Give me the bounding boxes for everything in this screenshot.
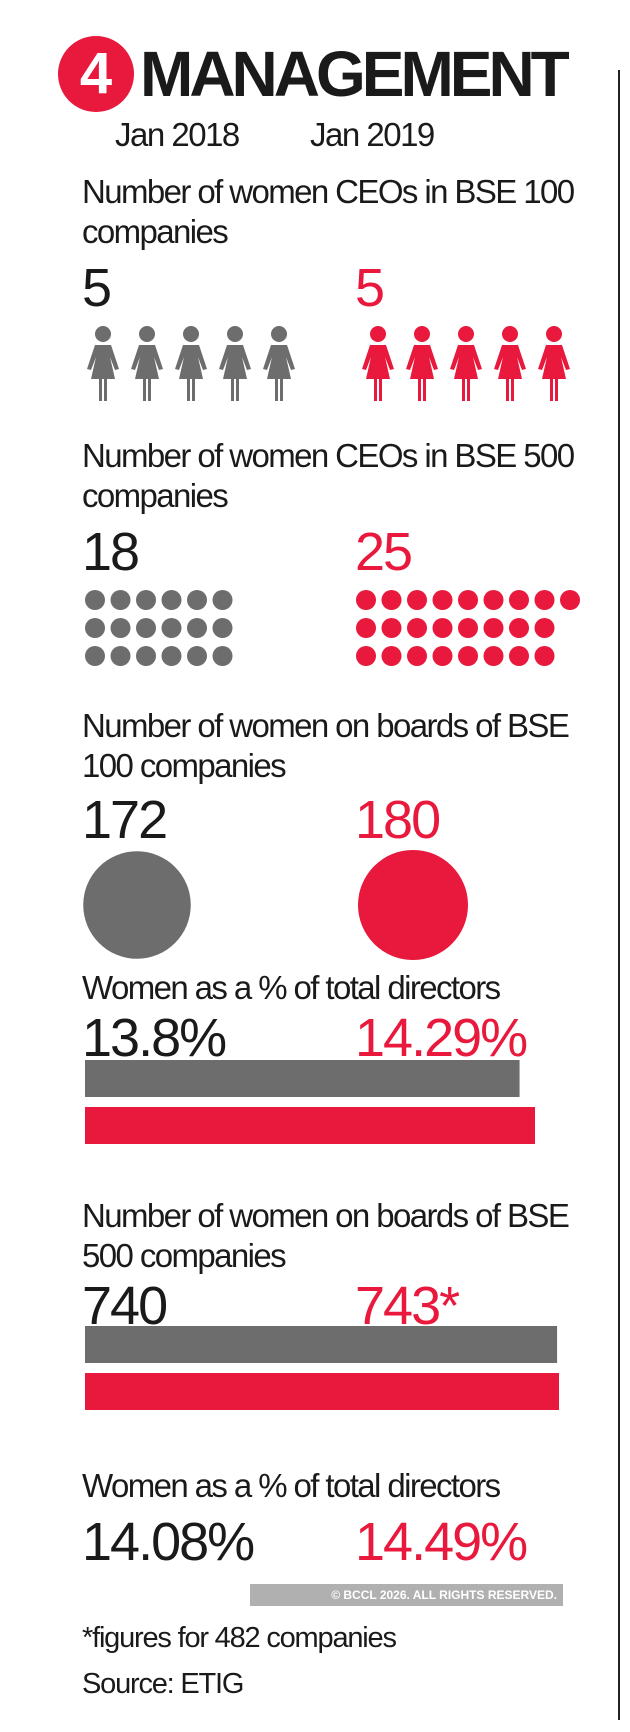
dot-mark [407,646,427,666]
heading-ceos-bse500: Number of women CEOs in BSE 500 companie… [82,437,575,514]
dot-mark [407,590,427,610]
bubble-mark [358,850,468,960]
dot-mark [560,590,580,610]
value-boards-bse100-2018: 172 [82,790,168,850]
dot-mark [509,618,529,638]
woman-icon [406,326,438,401]
legend-jan-2019: Jan 2019 [310,116,435,153]
woman-icon [175,326,207,401]
board-bse500-bar-chart [85,1326,559,1410]
watermark: © BCCL 2026. ALL RIGHTS RESERVED. [250,1584,563,1606]
dot-mark [187,618,207,638]
ceo-pictogram [0,325,630,405]
dot-mark [407,618,427,638]
woman-icon [362,326,394,401]
bar-mark [85,1107,535,1144]
dot-mark [110,590,131,610]
dot-mark [110,618,131,638]
section-number-badge: 4 [58,36,134,112]
dot-mark [212,590,233,610]
heading-boards-bse500: Number of women on boards of BSE 500 com… [82,1197,570,1274]
dot-mark [187,646,207,666]
value-pct-2018: 13.8% [82,1008,227,1068]
heading-pct-directors-bse100: Women as a % of total directors [82,969,501,1006]
dot-mark [381,618,402,638]
dot-mark [534,590,555,610]
dot-mark [136,590,156,610]
heading-boards-bse100: Number of women on boards of BSE 100 com… [82,707,570,784]
footnote: *figures for 482 companies [82,1622,397,1654]
value-ceos-bse500-2019: 25 [355,522,413,582]
woman-icon [538,326,570,401]
dot-mark [381,646,402,666]
dot-mark [534,646,555,666]
bubble-mark [83,851,191,959]
heading-ceos-bse100: Number of women CEOs in BSE 100 companie… [82,173,575,250]
dot-mark [161,618,182,638]
board-bubble-chart [83,850,468,960]
woman-icon [263,326,295,401]
dot-mark [356,646,376,666]
woman-icon [494,326,526,401]
dot-mark [483,618,504,638]
value-boards-bse100-2019: 180 [355,790,441,850]
dot-mark [161,590,182,610]
dot-mark [161,646,182,666]
dot-mark [356,618,376,638]
pct-bar-chart [85,1060,535,1144]
dot-mark [381,590,402,610]
dot-mark [509,646,529,666]
dot-mark [85,590,105,610]
dot-mark [483,590,504,610]
page-title: MANAGEMENT [140,38,570,110]
woman-icon [131,326,163,401]
dot-mark [483,646,504,666]
legend-jan-2018: Jan 2018 [115,116,240,153]
value-ceos-bse500-2018: 18 [82,522,140,582]
bar-mark [85,1060,520,1097]
dot-mark [212,618,233,638]
dot-mark [534,618,555,638]
dot-mark [356,590,376,610]
dot-mark [458,646,478,666]
dot-mark [432,646,453,666]
woman-icon [87,326,119,401]
dot-mark [432,590,453,610]
value-ceos-bse100-2019: 5 [355,258,385,318]
heading-pct-directors-bse500: Women as a % of total directors [82,1467,501,1504]
dot-mark [432,618,453,638]
bar-mark [85,1326,558,1363]
dot-mark [509,590,529,610]
dot-mark [136,618,156,638]
dot-mark [85,646,105,666]
dot-mark [187,590,207,610]
value-pct500-2018: 14.08% [82,1512,255,1572]
divider-line [618,70,620,1720]
woman-icon [450,326,482,401]
dot-mark [85,618,105,638]
value-pct-2019: 14.29% [355,1008,528,1068]
dot-mark [110,646,131,666]
dot-mark [458,618,478,638]
dot-mark [458,590,478,610]
woman-icon [219,326,251,401]
bar-mark [85,1373,559,1410]
source: Source: ETIG [82,1668,244,1700]
dot-mark [136,646,156,666]
value-pct500-2019: 14.49% [355,1512,528,1572]
dot-mark [212,646,233,666]
value-ceos-bse100-2018: 5 [82,258,112,318]
ceo-dot-chart [85,590,580,666]
